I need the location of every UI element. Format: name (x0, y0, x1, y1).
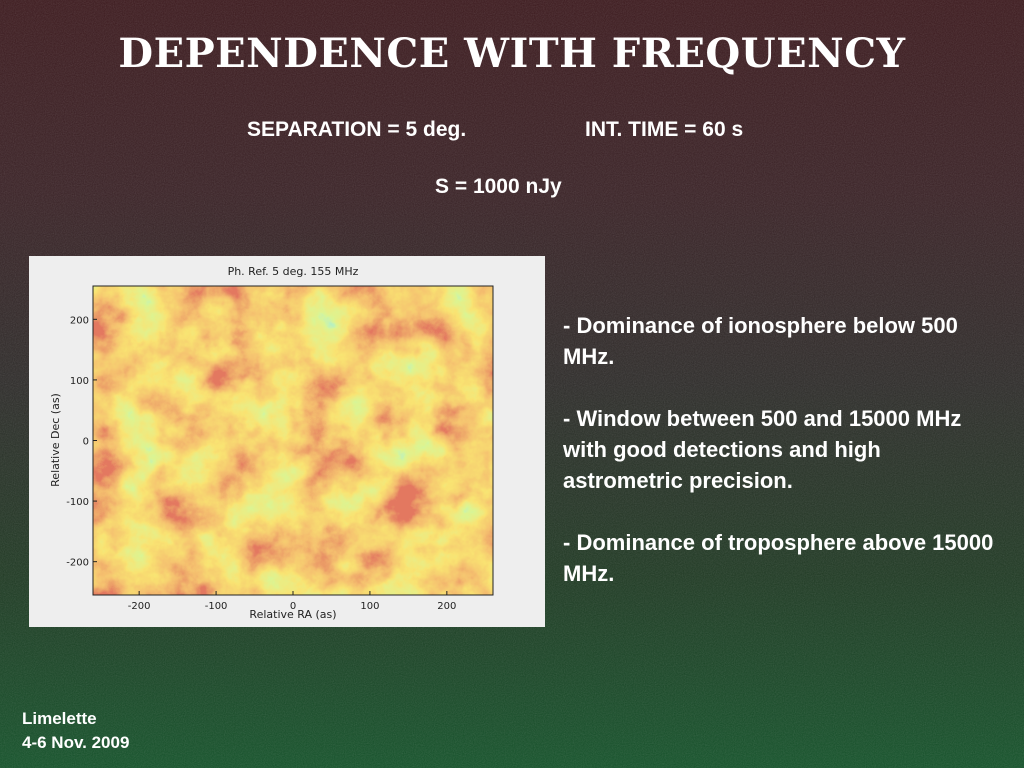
y-tick-label: -200 (66, 558, 89, 569)
heatmap-field (93, 286, 493, 595)
footer-date: 4-6 Nov. 2009 (22, 733, 130, 752)
x-axis-label: Relative RA (as) (249, 608, 336, 621)
y-tick-label: -100 (66, 497, 89, 508)
flux-label: S = 1000 nJy (435, 175, 562, 198)
x-tick-label: 100 (360, 601, 379, 612)
bullet-list: - Dominance of ionosphere below 500 MHz.… (563, 310, 1003, 620)
x-tick-label: 200 (437, 601, 456, 612)
y-tick-label: 0 (83, 437, 89, 448)
separation-label: SEPARATION = 5 deg. (247, 118, 467, 141)
y-axis-label: Relative Dec (as) (49, 393, 62, 487)
heatmap-chart: Ph. Ref. 5 deg. 155 MHz -200 -100 0 100 200 … (49, 265, 494, 621)
heatmap-figure: Ph. Ref. 5 deg. 155 MHz -200 -100 0 100 200 … (29, 256, 545, 627)
x-tick-label: 0 (290, 601, 296, 612)
x-tick-label: -200 (128, 601, 151, 612)
footer-location: Limelette (22, 709, 97, 728)
bullet-troposphere: - Dominance of troposphere above 15000 M… (563, 530, 994, 586)
slide-title: DEPENDENCE WITH FREQUENCY (118, 30, 906, 77)
bullet-ionosphere: - Dominance of ionosphere below 500 MHz. (563, 313, 958, 369)
y-tick-label: 100 (70, 376, 89, 387)
footer: Limelette 4-6 Nov. 2009 (22, 707, 129, 755)
bullet-window: - Window between 500 and 15000 MHz with … (563, 406, 962, 493)
chart-title: Ph. Ref. 5 deg. 155 MHz (228, 265, 359, 278)
y-tick-label: 200 (70, 315, 89, 326)
x-tick-label: -100 (205, 601, 228, 612)
integration-time-label: INT. TIME = 60 s (585, 118, 744, 141)
